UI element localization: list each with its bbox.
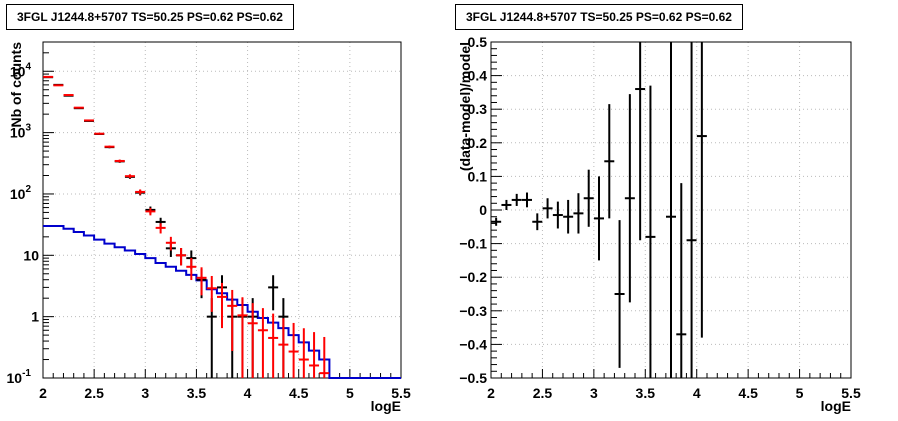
y-tick-label: 1 [31,309,39,325]
x-tick-label: 2 [39,385,47,401]
y-tick-label: 103 [10,123,32,141]
x-tick-label: 2.5 [533,385,553,401]
x-axis-label: logE [821,398,851,414]
y-tick-label: 0.4 [468,68,488,84]
x-tick-label: 4 [244,385,252,401]
plot-frame [42,41,402,379]
y-tick-label: 0.5 [468,34,488,50]
y-tick-label: 102 [10,184,32,202]
model-histogram-line [43,225,401,379]
y-tick-label: 0.1 [468,168,488,184]
y-axis-label: (data-model)/model [457,42,473,171]
x-tick-label: 2.5 [84,385,104,401]
x-tick-label: 2 [487,385,495,401]
y-tick-label: −0.5 [459,370,487,386]
x-tick-label: 3.5 [187,385,207,401]
y-tick-label: 0 [479,202,487,218]
residuals-chart: 2 2.5 3 3.5 4 4.5 5 5.5 −0.5 −0.4 −0.3 −0.2 −0.1 0 0.1… [457,34,861,414]
counts-panel: 2 2.5 3 3.5 4 4.5 5 5.5 10-1 1 10 102 103 104 logE Nb o… [6,4,411,414]
x-tick-label: 5 [796,385,804,401]
residuals-chart-title: 3FGL J1244.8+5707 TS=50.25 PS=0.62 PS=0.… [455,4,743,30]
y-tick-label: 10-1 [7,368,32,386]
y-tick-label: 10 [23,247,39,263]
y-tick-label: −0.1 [459,236,487,252]
y-tick-label: 0.2 [468,135,488,151]
counts-chart-title: 3FGL J1244.8+5707 TS=50.25 PS=0.62 PS=0.… [6,4,294,30]
x-tick-label: 3.5 [636,385,656,401]
residuals-panel: 2 2.5 3 3.5 4 4.5 5 5.5 −0.5 −0.4 −0.3 −0.2 −0.1 0 0.1… [449,0,898,421]
x-tick-label: 5.5 [391,385,411,401]
y-tick-label: −0.4 [459,336,487,352]
x-tick-label: 5.5 [841,385,861,401]
x-axis-label: logE [371,398,401,414]
y-tick-label: 104 [10,61,32,79]
x-tick-label: 4 [693,385,701,401]
y-tick-label: −0.3 [459,303,487,319]
x-tick-label: 4.5 [738,385,758,401]
x-tick-label: 4.5 [289,385,309,401]
y-tick-label: 0.3 [468,101,488,117]
y-axis-label: Nb of counts [8,42,24,128]
counts-chart: 2 2.5 3 3.5 4 4.5 5 5.5 10-1 1 10 102 103 104 logE Nb o… [7,41,411,414]
x-tick-label: 3 [141,385,149,401]
x-tick-label: 3 [590,385,598,401]
y-tick-label: −0.2 [459,269,487,285]
x-tick-label: 5 [346,385,354,401]
